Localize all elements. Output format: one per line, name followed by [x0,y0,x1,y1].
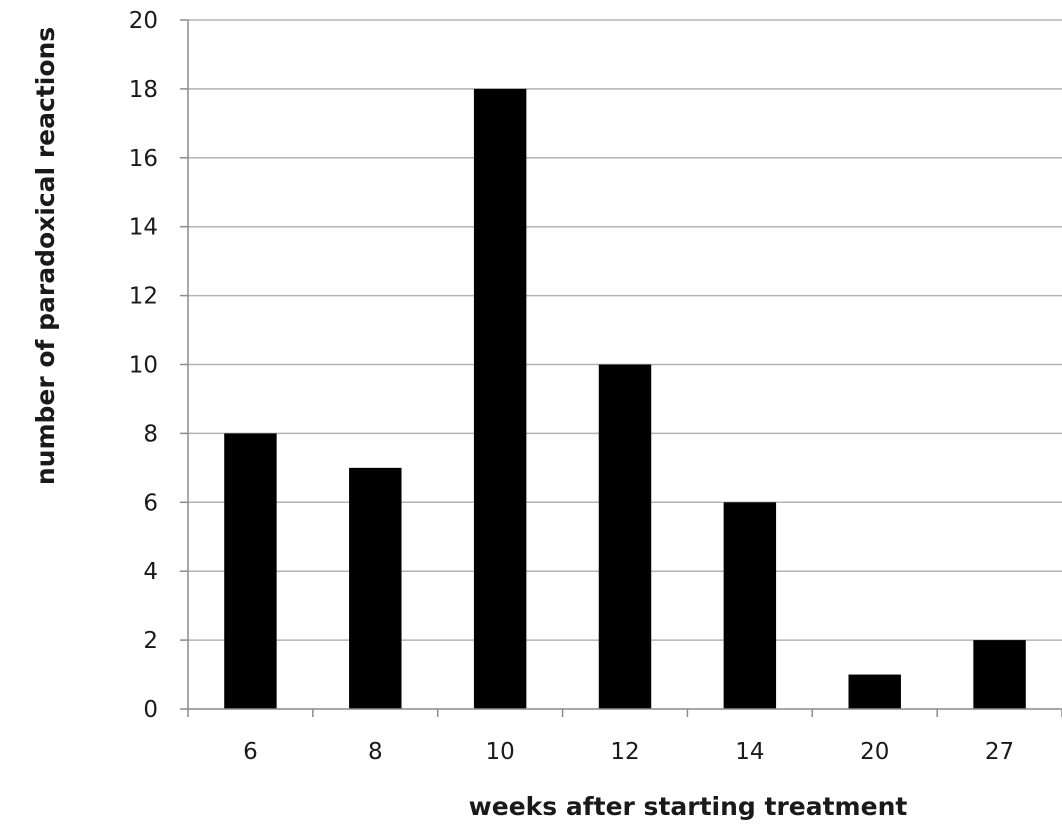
y-tick-label: 12 [129,284,158,310]
x-tick-label: 8 [368,739,383,765]
y-tick-label: 18 [129,77,158,103]
y-tick-label: 8 [143,421,158,447]
y-tick-label: 20 [129,8,158,34]
y-tick-label: 2 [143,628,158,654]
tick-labels: 0 2 4 6 8 10 12 14 16 18 20 6 8 10 12 14 20 27 [129,8,1014,765]
y-tick-label: 14 [129,215,158,241]
bars [224,88,1026,709]
x-tick-label: 14 [735,739,764,765]
y-tick-label: 0 [143,697,158,723]
x-tick-label: 10 [486,739,515,765]
x-tick-label: 12 [610,739,639,765]
bar-6 [224,433,277,709]
x-tick-label: 20 [860,739,889,765]
bar-27 [973,640,1026,709]
x-tick-label: 27 [985,739,1014,765]
y-tick-label: 6 [143,490,158,516]
bar-14 [723,502,777,709]
x-tick-label: 6 [243,739,258,765]
y-tick-label: 4 [143,559,158,585]
y-axis-title: number of paradoxical reactions [31,27,60,485]
y-tick-label: 16 [129,146,158,172]
bar-20 [848,674,901,709]
y-tick-label: 10 [129,353,158,379]
axes [180,19,1062,717]
bar-8 [349,467,402,709]
bar-12 [598,364,652,709]
x-axis-title: weeks after starting treatment [469,792,908,821]
bar-10 [473,88,527,709]
